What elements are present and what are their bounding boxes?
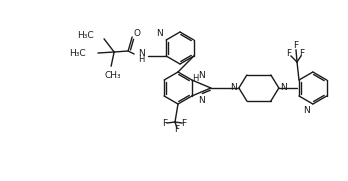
Text: N: N xyxy=(303,106,310,115)
Text: F: F xyxy=(163,119,168,129)
Text: N: N xyxy=(230,83,237,92)
Text: O: O xyxy=(134,28,141,37)
Text: H₃C: H₃C xyxy=(70,49,86,58)
Text: H: H xyxy=(192,74,199,83)
Text: N: N xyxy=(198,71,205,80)
Text: CH₃: CH₃ xyxy=(105,71,121,80)
Text: F: F xyxy=(286,49,292,58)
Text: H₃C: H₃C xyxy=(78,31,94,41)
Text: N: N xyxy=(138,49,144,58)
Text: N: N xyxy=(198,96,205,105)
Text: N: N xyxy=(156,29,163,38)
Text: F: F xyxy=(299,49,304,58)
Text: N: N xyxy=(280,83,287,92)
Text: F: F xyxy=(293,41,299,50)
Text: H: H xyxy=(138,56,144,64)
Text: F: F xyxy=(174,125,180,134)
Text: F: F xyxy=(181,119,187,129)
